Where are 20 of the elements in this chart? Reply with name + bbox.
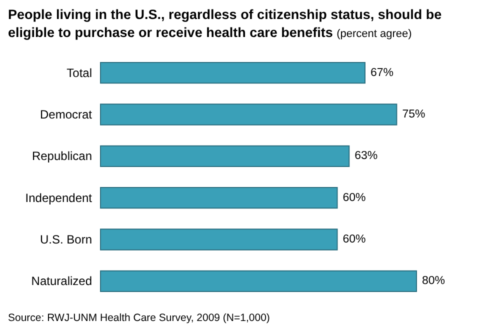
y-tick-label: Independent — [25, 190, 93, 205]
data-label: 80% — [422, 275, 446, 288]
chart-subtitle: (percent agree) — [336, 28, 412, 40]
data-label: 60% — [342, 192, 366, 204]
data-label: 67% — [370, 66, 394, 79]
data-label: 63% — [354, 150, 378, 162]
y-tick-label: Democrat — [40, 108, 93, 122]
data-label: 60% — [342, 234, 366, 246]
bar — [100, 62, 366, 84]
bar — [100, 104, 398, 126]
bar — [100, 187, 338, 209]
y-tick-label: Total — [66, 66, 92, 80]
bar — [100, 270, 417, 292]
y-tick-label: Republican — [32, 149, 92, 164]
y-tick-label: Naturalized — [31, 274, 92, 288]
bar — [100, 145, 350, 167]
data-label: 75% — [402, 108, 426, 120]
y-tick-label: U.S. Born — [40, 232, 92, 246]
source-note: Source: RWJ-UNM Health Care Survey, 2009 (N=1,000) — [8, 312, 270, 324]
bar — [100, 228, 338, 250]
